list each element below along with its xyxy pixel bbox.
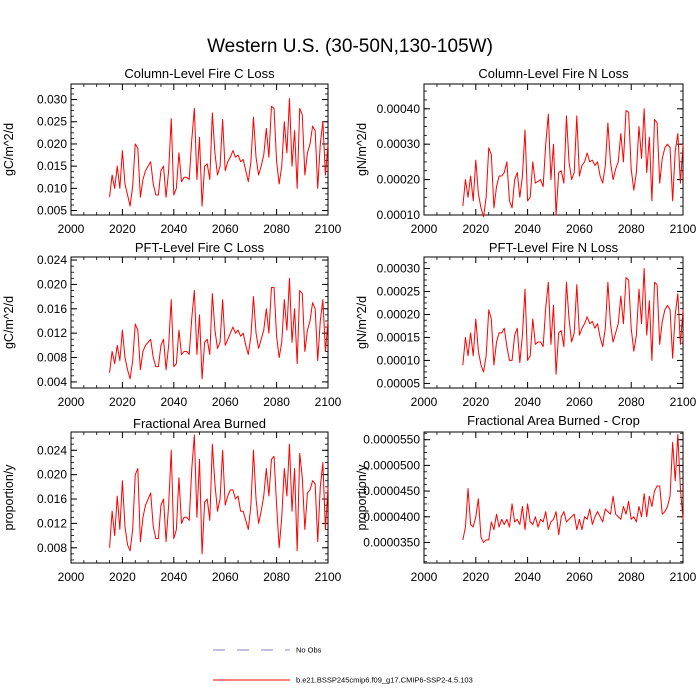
y-axis-label: proportion/y bbox=[2, 464, 16, 531]
x-tick-label: 2020 bbox=[109, 222, 136, 236]
series-line bbox=[109, 98, 329, 207]
x-tick-label: 2080 bbox=[263, 222, 290, 236]
x-tick-label: 2060 bbox=[566, 395, 593, 409]
y-tick-label: 0.024 bbox=[37, 253, 67, 267]
x-tick-label: 2040 bbox=[514, 395, 541, 409]
series-line bbox=[462, 267, 684, 375]
y-tick-label: 0.00020 bbox=[377, 173, 421, 187]
y-tick-label: 0.020 bbox=[37, 137, 67, 151]
x-tick-label: 2080 bbox=[618, 570, 645, 584]
x-tick-label: 2100 bbox=[670, 395, 697, 409]
y-tick-label: 0.010 bbox=[37, 181, 67, 195]
y-tick-label: 0.00030 bbox=[377, 261, 421, 275]
y-tick-label: 0.0000550 bbox=[363, 433, 420, 447]
x-tick-label: 2020 bbox=[109, 395, 136, 409]
x-tick-label: 2000 bbox=[58, 395, 85, 409]
x-tick-label: 2040 bbox=[160, 395, 187, 409]
x-tick-label: 2100 bbox=[670, 222, 697, 236]
x-tick-label: 2080 bbox=[618, 222, 645, 236]
y-tick-label: 0.025 bbox=[37, 115, 67, 129]
series-line bbox=[109, 277, 329, 380]
y-tick-label: 0.00040 bbox=[377, 102, 421, 116]
x-tick-label: 2100 bbox=[670, 570, 697, 584]
y-tick-label: 0.0000400 bbox=[363, 510, 420, 524]
y-tick-label: 0.00025 bbox=[377, 284, 421, 298]
legend-label-simulation: b.e21.BSSP245cmip6.f09_g17.CMIP6-SSP2-4.… bbox=[296, 676, 473, 685]
x-tick-label: 2060 bbox=[212, 395, 239, 409]
x-tick-label: 2020 bbox=[462, 395, 489, 409]
panel-title: Fractional Area Burned - Crop bbox=[467, 413, 640, 428]
y-axis-label: proportion/y bbox=[355, 464, 369, 531]
legend: No Obs b.e21.BSSP245cmip6.f09_g17.CMIP6-… bbox=[213, 646, 473, 685]
y-tick-label: 0.030 bbox=[37, 93, 67, 107]
panel-title: PFT-Level Fire N Loss bbox=[489, 240, 619, 255]
series-line bbox=[462, 434, 684, 543]
panel-title: PFT-Level Fire C Loss bbox=[135, 240, 265, 255]
y-tick-label: 0.00005 bbox=[377, 376, 421, 390]
legend-label-no-obs: No Obs bbox=[296, 646, 322, 655]
x-tick-label: 2080 bbox=[263, 395, 290, 409]
y-axis-label: gN/m^2/d bbox=[355, 123, 369, 176]
series-line bbox=[462, 108, 684, 218]
chart-panel: 2000 2020 2040 2060 2080 2100 0.0000350 0.00004… bbox=[355, 413, 697, 584]
y-tick-label: 0.016 bbox=[37, 492, 67, 506]
x-tick-label: 2100 bbox=[315, 222, 342, 236]
x-tick-label: 2080 bbox=[618, 395, 645, 409]
x-tick-label: 2020 bbox=[462, 222, 489, 236]
x-tick-label: 2020 bbox=[462, 570, 489, 584]
y-axis-label: gC/m^2/d bbox=[2, 123, 16, 176]
y-tick-label: 0.016 bbox=[37, 302, 67, 316]
y-tick-label: 0.012 bbox=[37, 326, 67, 340]
y-tick-label: 0.024 bbox=[37, 443, 67, 457]
y-tick-label: 0.008 bbox=[37, 541, 67, 555]
chart-panel: 2000 2020 2040 2060 2080 2100 0.005 0.010 0.015 0… bbox=[2, 66, 342, 236]
panel-title: Column-Level Fire C Loss bbox=[124, 66, 275, 81]
y-tick-label: 0.015 bbox=[37, 159, 67, 173]
y-tick-label: 0.0000450 bbox=[363, 484, 420, 498]
x-tick-label: 2060 bbox=[566, 222, 593, 236]
x-tick-label: 2000 bbox=[411, 222, 438, 236]
x-tick-label: 2100 bbox=[315, 570, 342, 584]
x-tick-label: 2060 bbox=[212, 570, 239, 584]
series-line bbox=[109, 434, 329, 555]
chart-panel: 2000 2020 2040 2060 2080 2100 0.008 0.012 0.016 0… bbox=[2, 416, 342, 584]
chart-panel: 2000 2020 2040 2060 2080 2100 0.00005 0.00010 0.… bbox=[355, 240, 697, 409]
y-tick-label: 0.012 bbox=[37, 516, 67, 530]
y-tick-label: 0.00010 bbox=[377, 353, 421, 367]
y-tick-label: 0.00020 bbox=[377, 307, 421, 321]
panels: 2000 2020 2040 2060 2080 2100 0.005 0.010 0.015 0… bbox=[2, 66, 697, 584]
y-tick-label: 0.0000500 bbox=[363, 458, 420, 472]
x-tick-label: 2040 bbox=[160, 222, 187, 236]
panel-title: Fractional Area Burned bbox=[133, 416, 266, 431]
figure-title: Western U.S. (30-50N,130-105W) bbox=[207, 36, 493, 57]
y-tick-label: 0.020 bbox=[37, 468, 67, 482]
y-tick-label: 0.005 bbox=[37, 204, 67, 218]
x-tick-label: 2020 bbox=[109, 570, 136, 584]
y-tick-label: 0.00010 bbox=[377, 208, 421, 222]
x-tick-label: 2000 bbox=[411, 570, 438, 584]
y-tick-label: 0.020 bbox=[37, 277, 67, 291]
panel-title: Column-Level Fire N Loss bbox=[478, 66, 629, 81]
x-tick-label: 2060 bbox=[212, 222, 239, 236]
x-tick-label: 2080 bbox=[263, 570, 290, 584]
y-tick-label: 0.0000350 bbox=[363, 535, 420, 549]
x-tick-label: 2040 bbox=[514, 222, 541, 236]
y-axis-label: gC/m^2/d bbox=[2, 296, 16, 349]
y-tick-label: 0.00030 bbox=[377, 137, 421, 151]
chart-panel: 2000 2020 2040 2060 2080 2100 0.004 0.008 0.012 0… bbox=[2, 240, 342, 409]
x-tick-label: 2040 bbox=[160, 570, 187, 584]
x-tick-label: 2000 bbox=[58, 570, 85, 584]
x-tick-label: 2100 bbox=[315, 395, 342, 409]
x-tick-label: 2000 bbox=[411, 395, 438, 409]
x-tick-label: 2040 bbox=[514, 570, 541, 584]
x-tick-label: 2060 bbox=[566, 570, 593, 584]
y-tick-label: 0.004 bbox=[37, 375, 67, 389]
y-axis-label: gN/m^2/d bbox=[355, 296, 369, 349]
chart-panel: 2000 2020 2040 2060 2080 2100 0.00010 0.00020 0.… bbox=[355, 66, 697, 236]
x-tick-label: 2000 bbox=[58, 222, 85, 236]
y-tick-label: 0.00015 bbox=[377, 330, 421, 344]
y-tick-label: 0.008 bbox=[37, 351, 67, 365]
